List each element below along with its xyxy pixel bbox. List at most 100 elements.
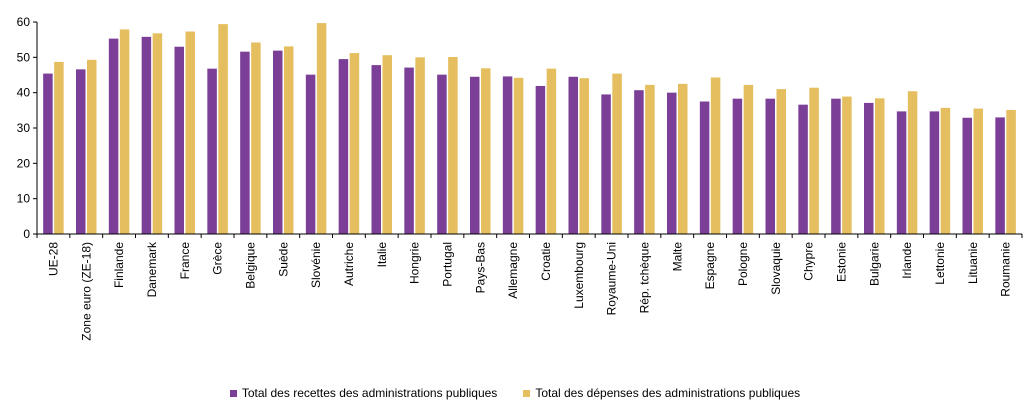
- bar-revenue: [667, 92, 677, 235]
- x-category-label: Croatie: [539, 242, 553, 281]
- x-category-label: Zone euro (ZE-18): [79, 242, 93, 341]
- x-category-label: Slovaquie: [769, 242, 783, 295]
- bar-revenue: [634, 90, 644, 235]
- bar-expenditure: [940, 107, 951, 234]
- bar-expenditure: [415, 57, 425, 235]
- bar-expenditure: [645, 84, 655, 234]
- bar-revenue: [141, 36, 152, 235]
- bar-revenue: [798, 104, 808, 235]
- category-group: [765, 89, 786, 234]
- y-tick-label: 60: [17, 15, 31, 29]
- x-category-label: Chypre: [802, 242, 816, 281]
- x-category-label: Suède: [276, 242, 290, 277]
- bar-expenditure: [776, 89, 786, 234]
- category-group: [634, 84, 655, 235]
- x-category-label: Espagne: [703, 242, 717, 290]
- category-group: [43, 61, 64, 234]
- category-group: [240, 42, 261, 235]
- bar-revenue: [929, 111, 940, 234]
- bar-revenue: [502, 76, 513, 234]
- bar-expenditure: [743, 84, 754, 234]
- category-group: [470, 68, 491, 235]
- category-group: [404, 57, 425, 235]
- bar-expenditure: [612, 73, 622, 234]
- category-group: [699, 77, 721, 235]
- bar-revenue: [437, 74, 447, 234]
- bar-revenue: [864, 102, 874, 234]
- x-category-label: Rép. tchèque: [637, 242, 651, 314]
- x-category-label: Irlande: [900, 242, 914, 279]
- x-category-label: Danemark: [145, 241, 159, 297]
- x-category-label: UE-28: [46, 242, 60, 276]
- x-category-label: Roumanie: [999, 242, 1013, 297]
- category-group: [929, 107, 951, 234]
- x-category-label: Bulgarie: [867, 242, 881, 286]
- x-category-label: Portugal: [440, 242, 454, 287]
- x-category-label: Lituanie: [966, 242, 980, 284]
- bar-revenue: [568, 76, 578, 235]
- bar-expenditure: [973, 108, 983, 234]
- bar-expenditure: [907, 91, 918, 235]
- bar-expenditure: [875, 98, 885, 234]
- bar-revenue: [174, 46, 184, 234]
- y-tick-label: 0: [23, 227, 30, 241]
- bar-expenditure: [54, 61, 64, 234]
- category-group: [798, 87, 819, 235]
- x-category-label: Hongrie: [408, 242, 422, 284]
- x-category-label: Royaume-Uni: [605, 242, 619, 315]
- category-group: [207, 24, 228, 235]
- bar-expenditure: [119, 29, 130, 235]
- x-category-label: Malte: [670, 242, 684, 272]
- category-group: [76, 59, 97, 234]
- bar-expenditure: [218, 24, 228, 235]
- bar-expenditure: [513, 77, 524, 235]
- bar-revenue: [305, 74, 316, 234]
- category-group: [535, 68, 557, 234]
- legend-item-expenditure: Total des dépenses des administrations p…: [523, 386, 800, 400]
- category-group: [962, 108, 983, 234]
- bar-expenditure: [579, 78, 589, 235]
- legend-swatch-revenue: [229, 389, 237, 397]
- category-group: [305, 23, 327, 235]
- bar-revenue: [896, 111, 907, 234]
- bar-revenue: [371, 65, 381, 235]
- y-tick-label: 20: [17, 156, 31, 170]
- x-category-label: Italie: [375, 242, 389, 268]
- category-group: [601, 73, 622, 234]
- y-tick-label: 30: [17, 121, 31, 135]
- bar-revenue: [338, 59, 349, 234]
- category-group: [667, 83, 688, 235]
- bar-expenditure: [1006, 109, 1016, 234]
- bar-revenue: [207, 68, 217, 234]
- bar-expenditure: [382, 55, 392, 234]
- y-axis: 0 10 20 30 40 50 60: [17, 15, 38, 241]
- bar-revenue: [995, 117, 1005, 234]
- bar-revenue: [273, 50, 283, 235]
- bar-expenditure: [710, 77, 721, 235]
- category-group: [831, 96, 852, 234]
- x-category-label: Grèce: [211, 242, 225, 275]
- category-group: [174, 31, 195, 234]
- bar-revenue: [732, 98, 743, 234]
- x-category-label: Autriche: [342, 242, 356, 286]
- x-category-label: Slovénie: [309, 242, 323, 288]
- category-group: [502, 76, 524, 235]
- bar-expenditure: [87, 59, 97, 234]
- bar-expenditure: [809, 87, 819, 234]
- x-category-label: Pays-Bas: [473, 242, 487, 293]
- bar-chart: 0 10 20 30 40 50 60 UE-28 Zone euro (ZE-18) Finl…: [17, 15, 1023, 341]
- x-category-label: Estonie: [834, 242, 848, 282]
- legend-label-expenditure: Total des dépenses des administrations p…: [535, 386, 801, 400]
- bar-expenditure: [481, 68, 491, 234]
- category-group: [995, 109, 1016, 234]
- bar-expenditure: [316, 23, 327, 235]
- legend-swatch-expenditure: [523, 389, 531, 397]
- bar-expenditure: [349, 53, 360, 234]
- category-group: [896, 91, 918, 235]
- bar-revenue: [108, 38, 119, 235]
- bar-expenditure: [185, 31, 195, 234]
- bar-expenditure: [284, 46, 294, 234]
- category-group: [568, 76, 589, 235]
- bar-revenue: [601, 94, 611, 234]
- x-category-label: Finlande: [112, 242, 126, 288]
